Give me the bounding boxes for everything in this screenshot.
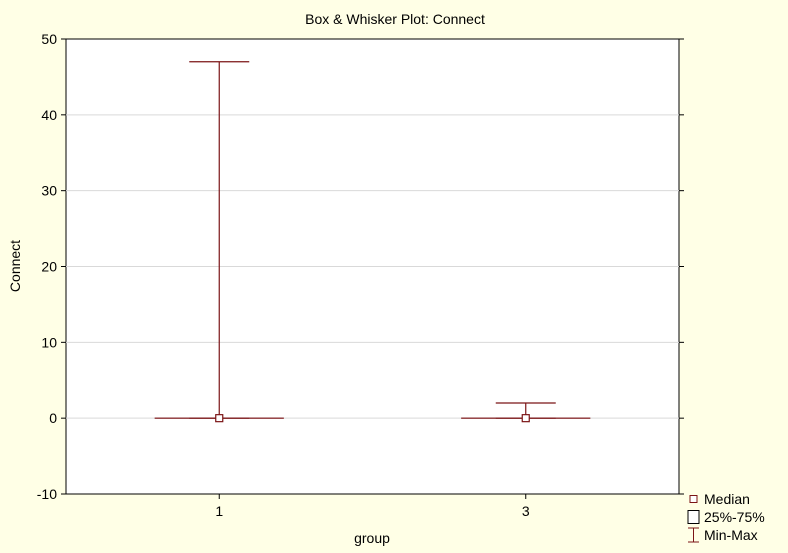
legend-whisker-icon — [688, 527, 699, 543]
y-axis-label: Connect — [7, 240, 23, 292]
legend-item-25-75-: 25%-75% — [687, 509, 765, 525]
x-axis-label: group — [354, 530, 390, 546]
legend-label: Median — [704, 491, 750, 507]
y-tick-label: 30 — [41, 183, 57, 199]
x-tick-label: 1 — [215, 503, 223, 519]
series-layer — [154, 61, 591, 423]
legend-median-icon — [689, 495, 698, 503]
y-tick-label: 10 — [41, 334, 57, 350]
chart-title: Box & Whisker Plot: Connect — [305, 11, 485, 27]
y-tick-label: -10 — [37, 486, 57, 502]
x-tick-label: 3 — [522, 503, 530, 519]
y-tick-label: 20 — [41, 259, 57, 275]
median-marker — [521, 414, 530, 423]
box-group-3 — [461, 402, 591, 423]
legend-box-icon — [687, 510, 700, 524]
legend-label: 25%-75% — [704, 509, 765, 525]
chart-legend: Median 25%-75% Min-Max — [687, 491, 765, 543]
y-axis: -10 0 10 20 30 40 50 — [37, 31, 684, 502]
median-marker — [215, 414, 224, 423]
y-tick-label: 0 — [49, 410, 57, 426]
legend-label: Min-Max — [704, 527, 758, 543]
y-tick-label: 50 — [41, 31, 57, 47]
legend-item-median: Median — [689, 491, 750, 507]
y-tick-label: 40 — [41, 107, 57, 123]
box-group-1 — [154, 61, 284, 423]
legend-item-min-max: Min-Max — [688, 527, 758, 543]
